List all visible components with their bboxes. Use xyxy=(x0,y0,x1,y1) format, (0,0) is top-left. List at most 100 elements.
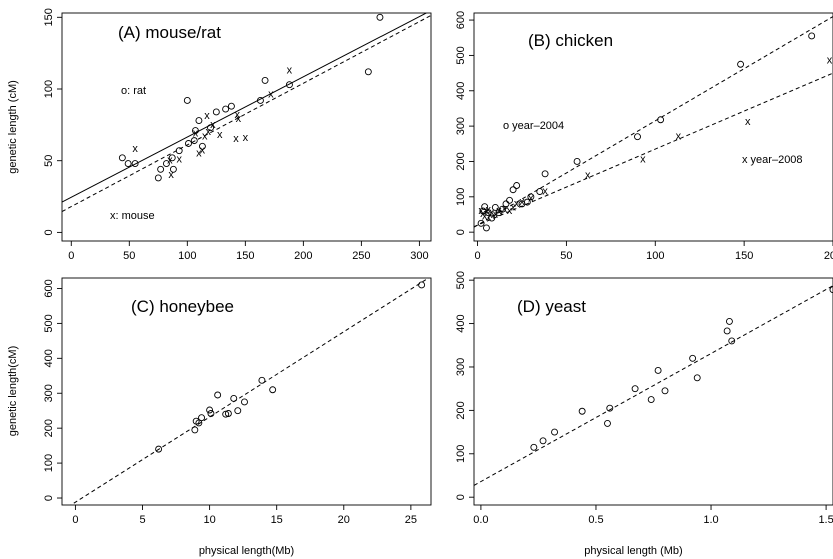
y-tick-label: 300 xyxy=(43,384,55,402)
y-tick-label: 500 xyxy=(455,271,467,289)
x-tick-label: 100 xyxy=(178,250,196,262)
data-point-circle xyxy=(661,387,669,395)
plot-frame xyxy=(473,12,833,242)
y-tick-label: 200 xyxy=(455,401,467,419)
panel-title: (A) mouse/rat xyxy=(118,23,221,42)
x-tick-label: 0.0 xyxy=(473,514,488,526)
data-point-circle xyxy=(657,116,665,124)
data-point-cross: x xyxy=(484,206,490,218)
data-point-cross: x xyxy=(640,154,646,166)
y-axis-label: genetic length (cM) xyxy=(7,80,19,174)
data-point-cross: x xyxy=(482,210,488,222)
x-axis-label: physical length (Mb) xyxy=(584,545,682,557)
y-tick-label: 150 xyxy=(43,8,55,26)
x-tick-label: 20 xyxy=(338,514,350,526)
data-point-cross: x xyxy=(514,198,520,210)
x-tick-label: 0.5 xyxy=(588,514,603,526)
panel-D: 0.0 0.5 1.0 1.5 0 100 200 300 400 500 (D) yeast phy… xyxy=(455,271,833,557)
x-tick-label: 0 xyxy=(72,514,78,526)
data-point-cross: x xyxy=(480,208,486,220)
data-point-circle xyxy=(634,133,641,141)
data-point-cross: x xyxy=(268,89,274,101)
y-tick-label: 0 xyxy=(455,494,467,500)
data-point-cross: x xyxy=(585,170,591,182)
data-point-circle xyxy=(728,337,736,345)
data-point-cross: x xyxy=(205,126,211,138)
data-point-circle xyxy=(207,410,215,417)
data-point-cross: x xyxy=(168,169,174,181)
data-point-circle xyxy=(477,219,485,227)
data-point-circle xyxy=(207,124,214,132)
plot-frame xyxy=(61,277,432,506)
y-tick-label: 0 xyxy=(43,495,55,501)
plot-frame xyxy=(473,277,833,506)
data-point-circle xyxy=(168,154,176,162)
x-tick-label: 10 xyxy=(203,514,215,526)
y-tick-label: 600 xyxy=(455,11,467,29)
x-tick-label: 150 xyxy=(735,250,753,262)
data-point-circle xyxy=(155,445,163,453)
y-axis-label: genetic length(cM) xyxy=(7,346,19,437)
y-tick-label: 300 xyxy=(455,117,467,135)
data-point-cross: x xyxy=(528,193,534,205)
y-tick-label: 400 xyxy=(43,349,55,367)
data-point-cross: x xyxy=(745,116,751,128)
data-point-cross: x xyxy=(507,205,513,217)
panel-title: (B) chicken xyxy=(528,31,613,50)
data-point-circle xyxy=(530,443,538,451)
data-point-circle xyxy=(604,419,611,427)
y-tick-label: 400 xyxy=(455,314,467,332)
legend-annotation: o year–2004 xyxy=(503,120,564,132)
data-point-cross: x xyxy=(204,110,210,122)
data-point-circle xyxy=(256,97,264,104)
data-point-circle xyxy=(509,186,517,194)
data-point-cross: x xyxy=(478,205,484,217)
y-tick-label: 100 xyxy=(43,454,55,472)
data-point-circle xyxy=(175,147,183,155)
fit-line-dashed xyxy=(474,16,833,228)
x-tick-label: 0 xyxy=(68,250,74,262)
y-tick-label: 200 xyxy=(43,419,55,437)
data-point-circle xyxy=(285,81,293,89)
x-tick-label: 100 xyxy=(646,250,664,262)
data-point-circle xyxy=(261,76,269,84)
x-tick-label: 200 xyxy=(294,250,312,262)
data-point-circle xyxy=(269,386,277,394)
data-point-circle xyxy=(227,102,235,110)
data-point-circle xyxy=(183,97,191,104)
x-tick-label: 250 xyxy=(352,250,370,262)
data-point-cross: x xyxy=(287,64,293,76)
y-tick-label: 100 xyxy=(455,445,467,463)
data-point-circle xyxy=(418,281,426,289)
data-point-cross: x xyxy=(202,130,208,142)
data-point-circle xyxy=(527,193,535,201)
data-point-circle xyxy=(498,205,506,213)
data-point-circle xyxy=(224,410,232,417)
data-point-cross: x xyxy=(176,153,182,165)
panel-B: 0501001502000100200300400500600xxxxxxxxx… xyxy=(455,11,833,262)
data-point-circle xyxy=(631,385,639,393)
data-point-circle xyxy=(376,13,384,21)
y-tick-label: 500 xyxy=(43,314,55,332)
data-point-circle xyxy=(647,396,655,403)
data-point-circle xyxy=(195,419,203,427)
data-point-circle xyxy=(185,140,192,147)
data-point-circle xyxy=(488,214,496,222)
y-tick-label: 100 xyxy=(455,188,467,206)
data-point-cross: x xyxy=(496,205,502,217)
data-point-circle xyxy=(131,160,139,168)
data-point-circle xyxy=(539,437,547,445)
y-tick-label: 200 xyxy=(455,152,467,170)
data-point-cross: x xyxy=(200,145,206,157)
y-tick-label: 500 xyxy=(455,46,467,64)
data-point-circle xyxy=(808,32,816,40)
data-point-circle xyxy=(258,376,266,384)
data-point-cross: x xyxy=(132,143,138,155)
data-point-circle xyxy=(654,366,662,374)
data-point-circle xyxy=(725,317,733,325)
data-point-circle xyxy=(573,158,581,165)
data-point-circle xyxy=(222,410,230,418)
data-point-circle xyxy=(191,426,199,434)
data-point-circle xyxy=(523,198,531,206)
data-point-circle xyxy=(364,68,372,76)
